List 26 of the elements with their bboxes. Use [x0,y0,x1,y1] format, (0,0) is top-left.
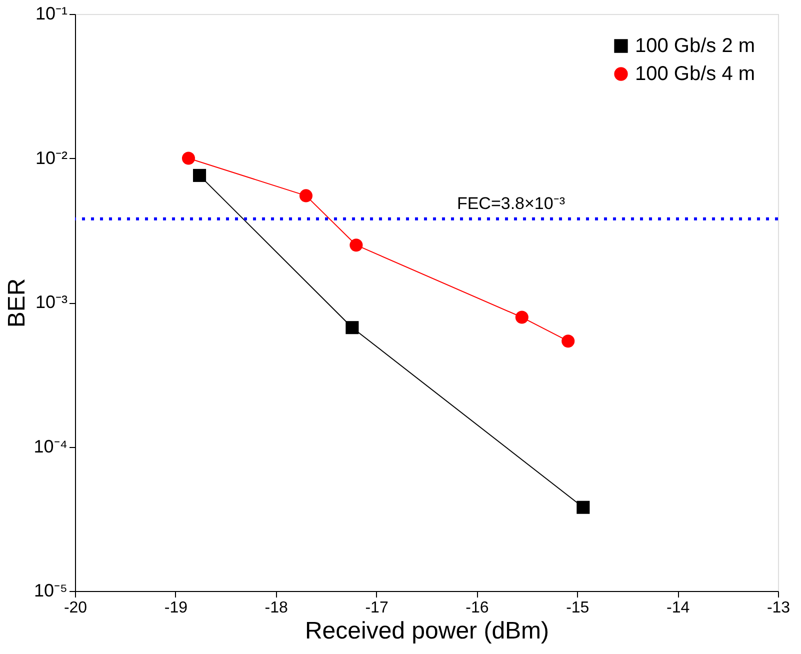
legend-label: 100 Gb/s 4 m [635,63,756,85]
x-axis-title: Received power (dBm) [304,618,550,644]
point [576,500,590,514]
y-tick-label: 10⁻¹ [35,4,68,24]
legend-label: 100 Gb/s 2 m [635,35,756,57]
ref-line-label: FEC=3.8×10⁻³ [456,194,566,213]
point [299,189,313,202]
point [562,334,575,348]
y-axis-title: BER [4,278,31,328]
x-tick-label: -13 [766,600,790,616]
point [182,152,196,165]
x-tick-label: -14 [666,600,690,616]
point [350,238,363,252]
x-tick-label: -18 [264,600,288,616]
x-tick-label: -20 [64,600,88,616]
y-tick-label: 10⁻⁵ [34,580,68,600]
point [515,310,528,324]
y-tick-label: 10⁻³ [35,292,68,312]
x-tick-label: -17 [365,600,388,616]
point [193,168,206,182]
y-tick-label: 10⁻² [35,148,68,168]
y-tick-label: 10⁻⁴ [34,436,68,456]
x-tick-label: -16 [466,600,489,616]
x-tick-label: -19 [164,600,188,616]
x-tick-label: -15 [566,600,590,616]
point [346,321,359,334]
